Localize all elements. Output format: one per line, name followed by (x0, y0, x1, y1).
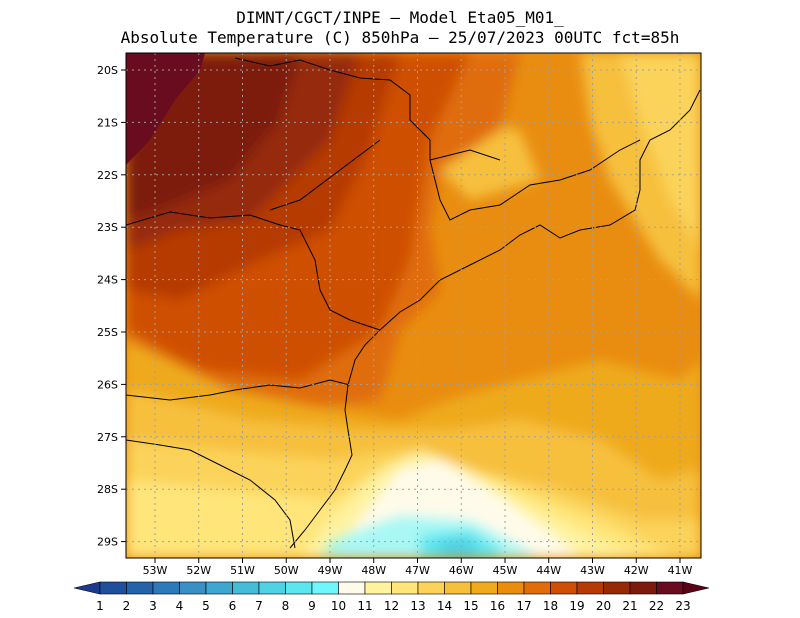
colorbar-label: 9 (308, 599, 316, 613)
lon-label: 48W (361, 564, 386, 577)
colorbar-label: 3 (149, 599, 157, 613)
lon-label: 51W (230, 564, 255, 577)
colorbar-label: 4 (176, 599, 184, 613)
colorbar-label: 5 (202, 599, 210, 613)
colorbar-swatch (99, 581, 127, 595)
colorbar-swatch (656, 581, 684, 595)
colorbar-label: 2 (123, 599, 131, 613)
lon-label: 44W (536, 564, 561, 577)
lat-label: 27S (97, 431, 118, 444)
lat-label: 20S (97, 64, 118, 77)
lon-label: 53W (143, 564, 168, 577)
lon-label: 42W (624, 564, 649, 577)
colorbar-swatch (232, 581, 260, 595)
colorbar-swatch (258, 581, 286, 595)
colorbar-swatch (126, 581, 154, 595)
colorbar-swatch (338, 581, 366, 595)
colorbar-swatch (470, 581, 498, 595)
chart-subtitle: Absolute Temperature (C) 850hPa – 25/07/… (120, 28, 680, 47)
colorbar-swatch (576, 581, 604, 595)
colorbar-swatch (205, 581, 233, 595)
lon-label: 41W (668, 564, 693, 577)
lat-label: 26S (97, 378, 118, 391)
colorbar-label: 7 (255, 599, 263, 613)
colorbar-swatch (550, 581, 578, 595)
colorbar-label: 12 (384, 599, 399, 613)
colorbar-arrow-right (682, 581, 710, 595)
colorbar-label: 21 (622, 599, 637, 613)
chart-title: DIMNT/CGCT/INPE – Model Eta05_M01_ (236, 8, 564, 27)
colorbar-label: 8 (282, 599, 290, 613)
colorbar-label: 10 (331, 599, 346, 613)
colorbar-swatch (629, 581, 657, 595)
colorbar-swatch (285, 581, 313, 595)
lat-label: 25S (97, 326, 118, 339)
temperature-field (126, 53, 701, 558)
lon-label: 47W (405, 564, 430, 577)
colorbar-swatch (444, 581, 472, 595)
lon-label: 46W (449, 564, 474, 577)
map-grid (126, 53, 701, 558)
colorbar-label: 1 (96, 599, 104, 613)
lon-label: 50W (274, 564, 299, 577)
lat-label: 23S (97, 221, 118, 234)
colorbar-swatch (311, 581, 339, 595)
colorbar-swatch (391, 581, 419, 595)
colorbar-swatch (603, 581, 631, 595)
lon-label: 43W (580, 564, 605, 577)
map-frame (125, 52, 702, 559)
colorbar-swatch (497, 581, 525, 595)
colorbar-label: 16 (490, 599, 505, 613)
colorbar-label: 20 (596, 599, 611, 613)
lat-label: 21S (97, 116, 118, 129)
lat-label: 24S (97, 274, 118, 287)
colorbar-swatch (152, 581, 180, 595)
lon-label: 45W (493, 564, 518, 577)
colorbar-label: 18 (543, 599, 558, 613)
colorbar-arrow-left (73, 581, 101, 595)
colorbar-label: 11 (357, 599, 372, 613)
lat-label: 28S (97, 483, 118, 496)
colorbar-label: 13 (410, 599, 425, 613)
lon-label: 49W (318, 564, 343, 577)
colorbar-label: 17 (516, 599, 531, 613)
colorbar: 1 2 3 4 5 6 7 8 9 10 11 12 13 14 15 16 17 18 19 20 21 22 23 (73, 581, 710, 613)
colorbar-label: 23 (675, 599, 690, 613)
colorbar-swatch (179, 581, 207, 595)
lat-label: 29S (97, 536, 118, 549)
colorbar-label: 14 (437, 599, 452, 613)
colorbar-swatch (417, 581, 445, 595)
colorbar-swatch (523, 581, 551, 595)
colorbar-label: 6 (229, 599, 237, 613)
longitude-labels: 53W 52W 51W 50W 49W 48W 47W 46W 45W 44W 43W 42W 41W (143, 558, 693, 577)
latitude-labels: 20S 21S 22S 23S 24S 25S 26S 27S 28S 29S (97, 64, 126, 549)
lat-label: 22S (97, 169, 118, 182)
colorbar-label: 22 (649, 599, 664, 613)
lon-label: 52W (186, 564, 211, 577)
colorbar-label: 15 (463, 599, 478, 613)
colorbar-swatch (364, 581, 392, 595)
colorbar-label: 19 (569, 599, 584, 613)
